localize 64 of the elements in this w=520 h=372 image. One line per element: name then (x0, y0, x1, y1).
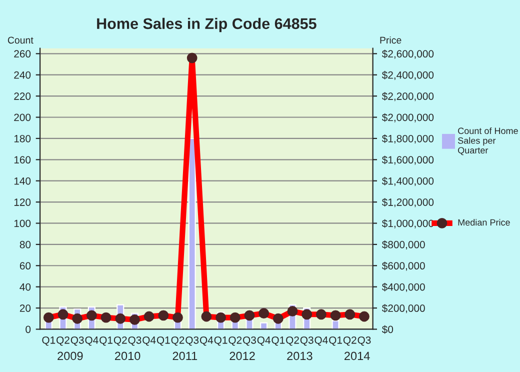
x-tick-label: Q4 (257, 336, 270, 346)
y2-axis-title: Price (380, 36, 402, 44)
y2-tick-label: $2,600,000 (382, 50, 434, 59)
y2-tick-label: $400,000 (382, 282, 425, 292)
y-tick-label: 0 (26, 326, 31, 334)
y2-tick-label: $1,800,000 (382, 134, 434, 144)
x-tick-label: Q1 (329, 336, 342, 346)
x-tick-label: Q4 (314, 336, 328, 346)
x-tick-label: Q2 (228, 336, 242, 346)
x-tick-label: Q2 (286, 336, 299, 346)
text: 2014 (344, 352, 370, 360)
y-tick-label: 120 (14, 198, 31, 206)
bar (332, 320, 340, 330)
x-tick-label: Q3 (70, 336, 84, 346)
y-tick-label: 260 (14, 50, 31, 58)
y2-tick-label: $200,000 (382, 304, 425, 314)
x-tick-label: Q4 (85, 336, 98, 346)
x-tick-label: Q2 (114, 336, 127, 346)
y-axis-title: Count (8, 36, 34, 44)
y2-tick-label: $2,000,000 (382, 113, 434, 122)
y-tick-label: 220 (14, 92, 31, 100)
y-tick-label: 160 (14, 156, 31, 164)
y2-tick-label: $0 (382, 325, 394, 334)
y-tick-label: 60 (20, 262, 31, 270)
y2-tick-label: $1,200,000 (382, 198, 434, 208)
legend-label: Median Price (458, 218, 510, 226)
x-tick-label: Q1 (42, 336, 56, 346)
y2-tick-label: $800,000 (382, 240, 425, 250)
y-tick-label: 100 (14, 220, 31, 228)
y2-tick-label: $1,600,000 (382, 156, 434, 165)
y-tick-label: 240 (14, 71, 31, 79)
y-tick-label: 80 (20, 240, 31, 248)
y2-tick-label: $2,400,000 (382, 70, 434, 80)
text: 2012 (230, 352, 255, 360)
x-tick-label: Q4 (200, 336, 214, 346)
y-tick-label: 180 (14, 134, 31, 142)
text: 2009 (58, 352, 83, 360)
x-tick-label: Q4 (142, 336, 156, 346)
bar (188, 138, 196, 330)
x-tick-label: Q3 (358, 336, 371, 346)
x-tick-label: Q3 (243, 336, 256, 346)
legend-label: Count of Home Sales per Quarter (458, 127, 518, 156)
y2-tick-label: $1,400,000 (382, 176, 434, 186)
text: 2011 (172, 352, 198, 360)
x-tick-label: Q1 (156, 336, 170, 346)
x-tick-label: Q1 (100, 336, 112, 346)
y-tick-label: 200 (14, 114, 31, 122)
y-tick-label: 140 (14, 177, 31, 185)
chart-title: Home Sales in Zip Code 64855 (97, 18, 316, 32)
x-tick-label: Q3 (128, 336, 142, 346)
x-tick-label: Q3 (300, 336, 314, 346)
y2-tick-label: $2,200,000 (382, 92, 434, 102)
x-tick-label: Q1 (272, 336, 285, 346)
text: 2010 (115, 352, 140, 360)
x-tick-label: Q1 (214, 336, 228, 346)
y-tick-label: 40 (20, 283, 31, 291)
x-tick-label: Q2 (171, 336, 184, 346)
y2-tick-label: $1,000,000 (382, 219, 434, 228)
x-tick-label: Q3 (186, 336, 199, 346)
text: 2013 (287, 352, 312, 360)
x-tick-label: Q2 (56, 336, 70, 346)
x-tick-label: Q2 (343, 336, 356, 346)
y2-tick-label: $600,000 (382, 262, 425, 271)
y-tick-label: 20 (20, 304, 31, 312)
